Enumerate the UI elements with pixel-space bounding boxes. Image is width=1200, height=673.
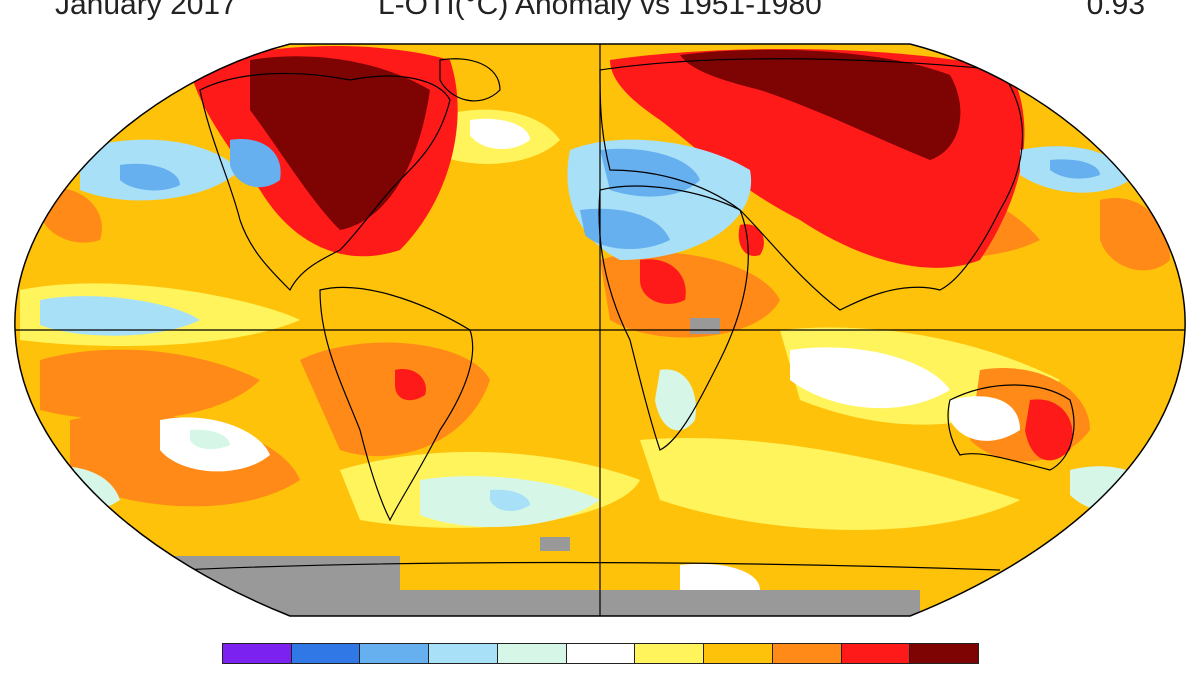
australia-outline: [947, 384, 1075, 471]
anomaly-patch: [190, 429, 230, 450]
eurasia-outline: [599, 58, 1023, 311]
map-title: L-OTI(°C) Anomaly vs 1951-1980: [378, 0, 822, 21]
anomaly-patch: [230, 139, 281, 188]
anomaly-patch: [680, 49, 961, 160]
anomaly-patch: [40, 349, 260, 420]
legend-swatch-8: [772, 644, 842, 663]
legend-swatch-6: [635, 644, 705, 663]
anomaly-patch: [640, 438, 1020, 530]
anomaly-patch: [470, 118, 530, 150]
global-mean-value: 0.93: [1086, 0, 1145, 21]
legend-swatch-9: [841, 644, 911, 663]
anomaly-patch: [1025, 399, 1073, 461]
anomaly-patch: [738, 224, 764, 256]
greenland-outline: [439, 58, 501, 102]
no-data-region: [250, 590, 920, 616]
globe-border: [14, 43, 1186, 617]
anomaly-patch: [490, 489, 530, 512]
legend-swatch-1: [291, 644, 361, 663]
anomaly-patch: [250, 56, 430, 230]
antarctica-outline: [179, 561, 1001, 571]
color-scale-legend: [222, 643, 979, 664]
anomaly-map: [14, 43, 1186, 617]
anomaly-patch: [1050, 159, 1100, 179]
south-america-outline: [319, 286, 474, 522]
anomaly-patch: [790, 347, 950, 409]
legend-swatch-7: [704, 644, 773, 663]
anomaly-patch: [395, 369, 426, 401]
legend-swatch-0: [223, 644, 292, 663]
legend-swatch-2: [360, 644, 430, 663]
legend-swatch-10: [910, 644, 979, 663]
anomaly-patch: [300, 342, 490, 457]
anomaly-patch: [40, 296, 200, 336]
legend-swatch-5: [566, 644, 636, 663]
anomaly-patch: [640, 259, 686, 304]
continent-outlines: [179, 58, 1075, 571]
no-data-region: [540, 537, 570, 551]
anomaly-patch: [950, 396, 1020, 441]
anomaly-patch: [120, 163, 180, 191]
map-date-label: January 2017: [55, 0, 237, 21]
north-america-outline: [199, 72, 451, 292]
anomaly-patch: [580, 208, 670, 250]
no-data-region: [690, 318, 720, 334]
legend-swatch-4: [497, 644, 567, 663]
legend-swatch-3: [429, 644, 498, 663]
anomaly-patch: [680, 563, 760, 590]
anomaly-patch: [655, 369, 696, 431]
africa-outline: [598, 185, 749, 451]
